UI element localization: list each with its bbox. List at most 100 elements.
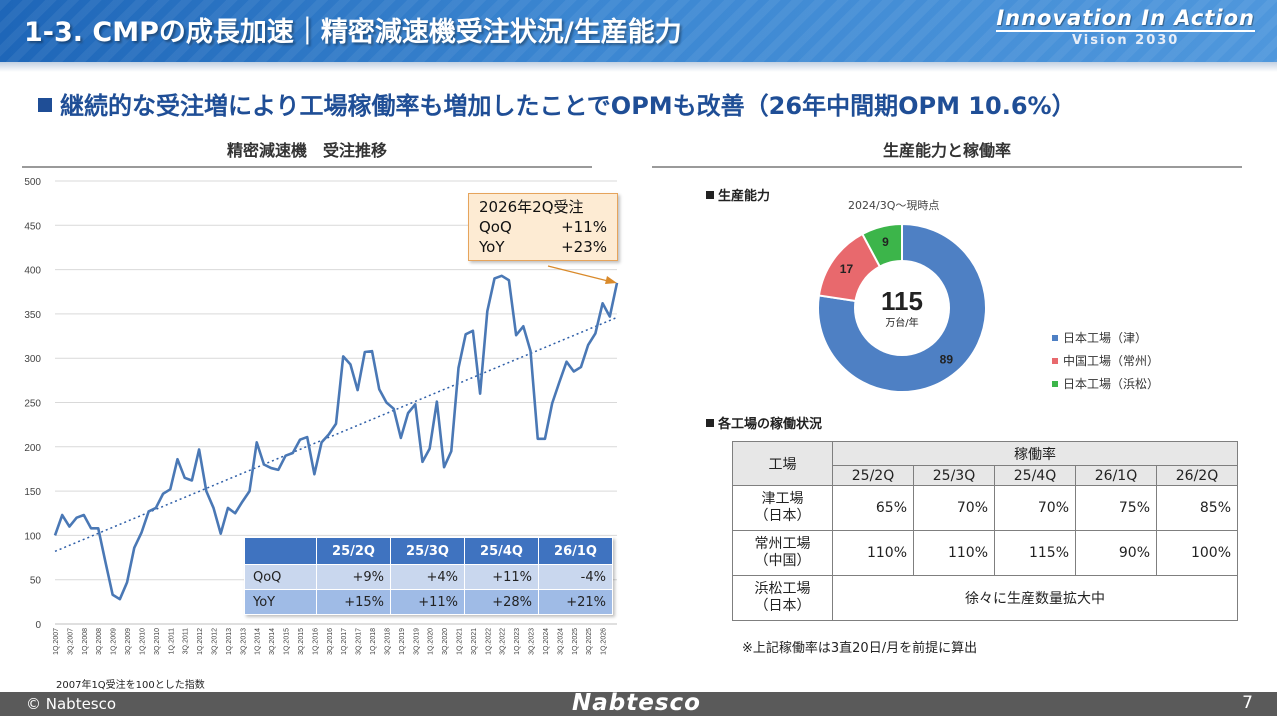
index-note: 2007年1Q受注を100とした指数 bbox=[56, 680, 205, 691]
x-tick-label: 1Q.2010 bbox=[139, 628, 146, 655]
callout-arrow-line bbox=[547, 265, 613, 283]
donut-slice-label: 89 bbox=[940, 353, 954, 367]
x-tick-label: 3Q.2010 bbox=[154, 628, 161, 655]
quarter-header: 25/4Q bbox=[994, 465, 1076, 486]
latest-orders-callout: 2026年2Q受注 QoQ +11% YoY +23% bbox=[468, 193, 618, 261]
factory-country: （中国） bbox=[754, 553, 811, 569]
table-cell: +4% bbox=[390, 564, 465, 590]
legend-swatch bbox=[1052, 357, 1058, 364]
donut-slice-label: 17 bbox=[840, 262, 854, 276]
factory-cell: 常州工場 （中国） bbox=[732, 530, 833, 576]
legend-label: 中国工場（常州） bbox=[1063, 354, 1160, 368]
square-bullet-icon bbox=[706, 191, 714, 199]
rate-cell: 65% bbox=[832, 485, 914, 531]
expansion-note-cell: 徐々に生産数量拡大中 bbox=[832, 575, 1238, 621]
legend-item: 中国工場（常州） bbox=[1052, 349, 1159, 372]
x-tick-label: 3Q.2022 bbox=[500, 628, 507, 655]
rate-cell: 70% bbox=[994, 485, 1076, 531]
donut-total-value: 115 bbox=[881, 286, 923, 316]
x-tick-label: 1Q.2021 bbox=[456, 628, 463, 655]
x-tick-label: 1Q.2019 bbox=[399, 628, 406, 655]
factory-cell: 津工場 （日本） bbox=[732, 485, 833, 531]
x-tick-label: 1Q.2012 bbox=[197, 628, 204, 655]
headline-text: 継続的な受注増により工場稼働率も増加したことでOPMも改善（26年中間期OPM … bbox=[60, 92, 1076, 120]
x-tick-label: 3Q.2011 bbox=[183, 628, 190, 654]
y-tick-label: 500 bbox=[24, 177, 41, 188]
factory-name: 津工場 bbox=[761, 491, 804, 507]
x-tick-label: 1Q.2020 bbox=[428, 628, 435, 655]
x-tick-label: 3Q.2007 bbox=[67, 628, 74, 655]
growth-col-header: 25/4Q bbox=[464, 537, 539, 565]
factory-country: （日本） bbox=[754, 508, 811, 524]
x-tick-label: 3Q.2016 bbox=[327, 628, 334, 655]
orders-line-chart: 0 50 100 150 200 250 300 350 400 450 500 1Q.2007 3Q.… bbox=[24, 177, 619, 655]
brand-underline bbox=[996, 30, 1255, 32]
legend-swatch bbox=[1052, 334, 1058, 341]
x-tick-label: 1Q.2009 bbox=[111, 628, 118, 655]
y-tick-label: 0 bbox=[35, 620, 41, 631]
slide-title: 1-3. CMPの成長加速｜精密減速機受注状況/生産能力 bbox=[24, 17, 682, 48]
rate-cell: 90% bbox=[1075, 530, 1157, 576]
y-tick-label: 200 bbox=[24, 443, 41, 454]
table-cell: +11% bbox=[390, 589, 465, 615]
utilization-table: 工場 稼働率 25/2Q 25/3Q 25/4Q 26/1Q 26/2Q 津工場… bbox=[732, 441, 1238, 621]
orders-chart-title: 精密減速機 受注推移 bbox=[226, 141, 387, 160]
factory-name: 常州工場 bbox=[754, 536, 811, 552]
legend-label: 日本工場（浜松） bbox=[1063, 377, 1160, 391]
y-tick-label: 450 bbox=[24, 221, 41, 232]
x-tick-label: 1Q.2007 bbox=[53, 628, 60, 655]
brand-logo: Innovation In Action Vision 2030 bbox=[996, 6, 1255, 48]
rate-cell: 100% bbox=[1156, 530, 1238, 576]
table-row: QoQ +9% +4% +11% -4% bbox=[244, 564, 613, 590]
x-tick-label: 3Q.2015 bbox=[298, 628, 305, 655]
capacity-donut-chart: 89 17 9 115 万台/年 bbox=[817, 222, 987, 393]
brand-sub-text: Vision 2030 bbox=[1071, 33, 1180, 48]
rate-cell: 85% bbox=[1156, 485, 1238, 531]
utilization-footnote: ※上記稼働率は3直20日/月を前提に算出 bbox=[742, 641, 978, 656]
x-tick-label: 1Q.2015 bbox=[284, 628, 291, 655]
quarter-header: 25/2Q bbox=[832, 465, 914, 486]
x-tick-label: 3Q.2024 bbox=[557, 628, 564, 655]
callout-qoq-value: +11% bbox=[561, 218, 607, 236]
table-row: 常州工場 （中国） 110% 110% 115% 90% 100% bbox=[732, 530, 1238, 576]
x-tick-label: 1Q.2013 bbox=[226, 628, 233, 655]
x-tick-label: 3Q.2008 bbox=[96, 628, 103, 655]
factory-cell: 浜松工場 （日本） bbox=[732, 575, 833, 621]
growth-table: 25/2Q 25/3Q 25/4Q 26/1Q QoQ +9% +4% +11%… bbox=[244, 537, 613, 615]
utilization-subtitle-text: 各工場の稼働状況 bbox=[718, 417, 823, 432]
x-tick-label: 3Q.2020 bbox=[442, 628, 449, 655]
x-tick-label: 1Q.2014 bbox=[255, 628, 262, 655]
donut-hole bbox=[854, 260, 950, 356]
square-bullet-icon bbox=[706, 419, 714, 427]
capacity-subtitle: 生産能力 bbox=[706, 185, 770, 204]
x-tick-label: 3Q.2017 bbox=[356, 628, 363, 655]
company-logo: Nabtesco bbox=[572, 690, 701, 716]
x-tick-label: 1Q.2017 bbox=[341, 628, 348, 655]
callout-yoy-label: YoY bbox=[479, 238, 505, 256]
x-tick-label: 3Q.2019 bbox=[413, 628, 420, 655]
x-tick-label: 3Q.2021 bbox=[471, 628, 478, 655]
factory-country: （日本） bbox=[754, 598, 811, 614]
legend-item: 日本工場（浜松） bbox=[1052, 372, 1159, 395]
callout-yoy-row: YoY +23% bbox=[479, 237, 607, 257]
table-row: YoY +15% +11% +28% +21% bbox=[244, 589, 613, 615]
donut-legend: 日本工場（津） 中国工場（常州） 日本工場（浜松） bbox=[1052, 326, 1159, 395]
x-tick-label: 3Q.2023 bbox=[529, 628, 536, 655]
brand-main-text: Innovation In Action bbox=[996, 6, 1255, 30]
orders-series-line bbox=[53, 274, 619, 601]
growth-corner-cell bbox=[244, 537, 317, 565]
y-tick-label: 250 bbox=[24, 399, 41, 410]
x-tick-label: 1Q.2018 bbox=[370, 628, 377, 655]
utilization-subtitle: 各工場の稼働状況 bbox=[706, 413, 822, 432]
table-row: 浜松工場 （日本） 徐々に生産数量拡大中 bbox=[732, 575, 1238, 621]
rate-cell: 70% bbox=[913, 485, 995, 531]
donut-total-unit: 万台/年 bbox=[885, 316, 918, 329]
row-label: QoQ bbox=[244, 564, 317, 590]
x-tick-label: 1Q.2024 bbox=[543, 628, 550, 655]
footer-bar: © Nabtesco Nabtesco 7 bbox=[0, 690, 1277, 716]
callout-arrow-head bbox=[605, 276, 617, 284]
table-cell: -4% bbox=[538, 564, 613, 590]
donut-period-note: 2024/3Q～現時点 bbox=[848, 199, 940, 212]
table-cell: +11% bbox=[464, 564, 539, 590]
x-tick-label: 3Q.2018 bbox=[384, 628, 391, 655]
